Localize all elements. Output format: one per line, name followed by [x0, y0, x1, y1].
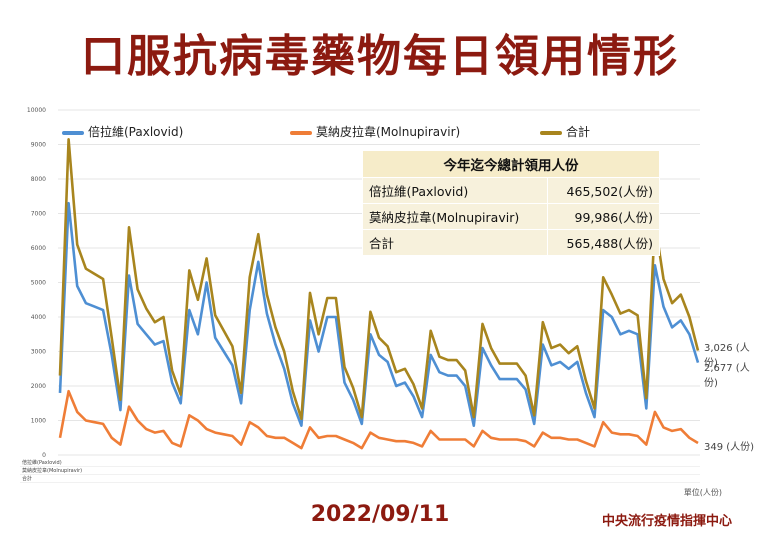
y-tick-label: 1000 [31, 418, 46, 425]
y-tick-label: 8000 [31, 176, 46, 183]
end-label-paxlovid: 2,677 (人份) [704, 363, 750, 389]
page-title: 口服抗病毒藥物每日領用情形 [81, 31, 679, 82]
y-tick-label: 7000 [31, 211, 46, 218]
y-tick-label: 10000 [27, 107, 46, 114]
legend-swatch-molnupiravir [290, 130, 312, 135]
summary-row: 莫納皮拉韋(Molnupiravir) 99,986(人份) [362, 203, 661, 230]
y-tick-label: 6000 [31, 245, 46, 252]
data-table-row-labels: 倍拉維(Paxlovid)莫納皮拉韋(Molnupiravir)合計 [20, 459, 700, 483]
legend-label-molnupiravir: 莫納皮拉韋(Molnupiravir) [316, 125, 461, 139]
summary-row: 倍拉維(Paxlovid) 465,502(人份) [362, 177, 661, 204]
data-table-row-label: 倍拉維(Paxlovid) [22, 459, 62, 466]
end-label-molnupiravir: 349 (人份) [704, 442, 755, 453]
y-tick-label: 0 [42, 452, 46, 459]
legend-total: 合計 [540, 123, 590, 140]
series-lines [58, 138, 700, 450]
y-tick-label: 5000 [31, 280, 46, 287]
legend-paxlovid: 倍拉維(Paxlovid) [62, 123, 183, 140]
unit-note: 單位(人份) [683, 488, 722, 497]
summary-name: 倍拉維(Paxlovid) [362, 177, 548, 204]
legend-label-total: 合計 [566, 125, 591, 139]
y-tick-label: 4000 [31, 314, 46, 321]
legend-molnupiravir: 莫納皮拉韋(Molnupiravir) [290, 123, 460, 140]
y-tick-label: 2000 [31, 383, 46, 390]
data-table-row-label: 合計 [22, 475, 32, 482]
summary-heading: 今年迄今總計領用人份 [362, 150, 660, 178]
y-tick-label: 3000 [31, 349, 46, 356]
legend-swatch-paxlovid [62, 130, 84, 135]
end-label-total: 3,026 (人份) [704, 343, 750, 369]
data-table-row-label: 莫納皮拉韋(Molnupiravir) [22, 467, 82, 474]
legend-swatch-total [540, 130, 562, 135]
summary-table: 今年迄今總計領用人份 倍拉維(Paxlovid) 465,502(人份) 莫納皮… [362, 150, 661, 256]
line-molnupiravir [58, 389, 699, 450]
y-tick-label: 9000 [31, 142, 46, 149]
summary-row: 合計 565,488(人份) [362, 229, 661, 256]
y-axis-ticks: 0 1000 2000 3000 4000 5000 6000 7000 8000 9000 100… [27, 107, 46, 459]
summary-name: 莫納皮拉韋(Molnupiravir) [362, 203, 548, 230]
line-total [58, 138, 700, 421]
report-date: 2022/09/11 [310, 502, 450, 527]
summary-value: 99,986(人份) [546, 203, 661, 230]
legend-label-paxlovid: 倍拉維(Paxlovid) [88, 125, 184, 139]
summary-value: 465,502(人份) [546, 177, 661, 204]
summary-name: 合計 [362, 229, 548, 256]
line-paxlovid [58, 201, 700, 428]
summary-value: 565,488(人份) [546, 229, 661, 256]
source-label: 中央流行疫情指揮中心 [601, 514, 732, 529]
